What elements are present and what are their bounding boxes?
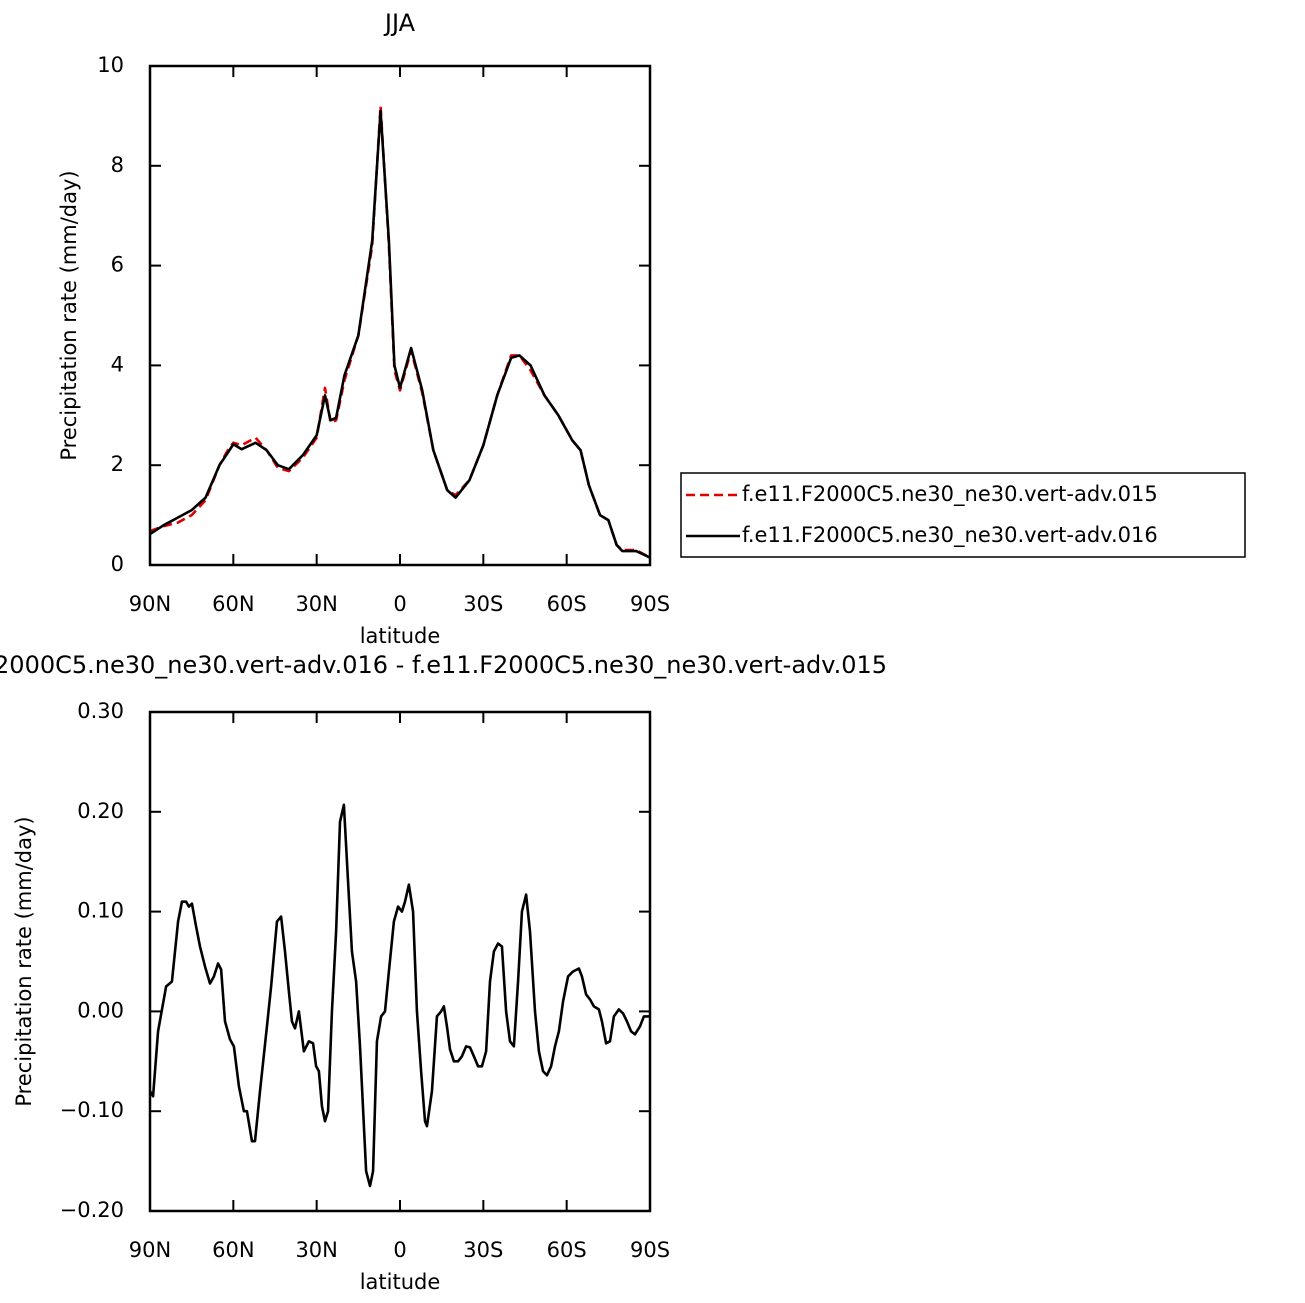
legend-label: f.e11.F2000C5.ne30_ne30.vert-adv.016: [742, 523, 1158, 548]
data-line: [149, 109, 651, 559]
plot-frame: [148, 710, 652, 1213]
x-tick-label: 30N: [295, 1238, 337, 1262]
x-tick-label: 30N: [295, 592, 337, 616]
x-tick-label: 90S: [630, 1238, 670, 1262]
x-tick-label: 60S: [547, 592, 587, 616]
legend-box: [680, 472, 1246, 558]
y-tick-label: 6: [111, 253, 124, 277]
y-tick-label: 0: [111, 552, 124, 576]
x-tick-label: 30S: [463, 592, 503, 616]
plot-frame: [148, 64, 652, 567]
legend-label: f.e11.F2000C5.ne30_ne30.vert-adv.015: [742, 482, 1158, 507]
data-line: [149, 104, 651, 559]
chart-title: JJA: [383, 9, 416, 37]
data-line: [148, 803, 650, 1188]
y-tick-label: 4: [111, 352, 124, 376]
x-tick-label: 60N: [212, 1238, 254, 1262]
y-tick-label: 2: [111, 452, 124, 476]
x-tick-label: 30S: [463, 1238, 503, 1262]
y-tick-label: −0.20: [60, 1198, 124, 1222]
x-tick-label: 0: [393, 1238, 406, 1262]
y-tick-label: 10: [97, 53, 124, 77]
chart-title: f.e11.F2000C5.ne30_ne30.vert-adv.016 - f…: [0, 651, 887, 679]
x-axis-label: latitude: [360, 1270, 441, 1294]
y-axis-label: Precipitation rate (mm/day): [57, 170, 81, 460]
x-tick-label: 90N: [129, 592, 171, 616]
x-tick-label: 0: [393, 592, 406, 616]
x-tick-label: 60N: [212, 592, 254, 616]
y-tick-label: 8: [111, 153, 124, 177]
y-axis-label: Precipitation rate (mm/day): [12, 816, 36, 1106]
y-tick-label: 0.20: [77, 799, 124, 823]
y-tick-label: 0.00: [77, 998, 124, 1022]
y-tick-label: 0.30: [77, 699, 124, 723]
x-tick-label: 90N: [129, 1238, 171, 1262]
x-tick-label: 60S: [547, 1238, 587, 1262]
x-tick-label: 90S: [630, 592, 670, 616]
y-tick-label: 0.10: [77, 899, 124, 923]
y-tick-label: −0.10: [60, 1098, 124, 1122]
x-axis-label: latitude: [360, 624, 441, 648]
